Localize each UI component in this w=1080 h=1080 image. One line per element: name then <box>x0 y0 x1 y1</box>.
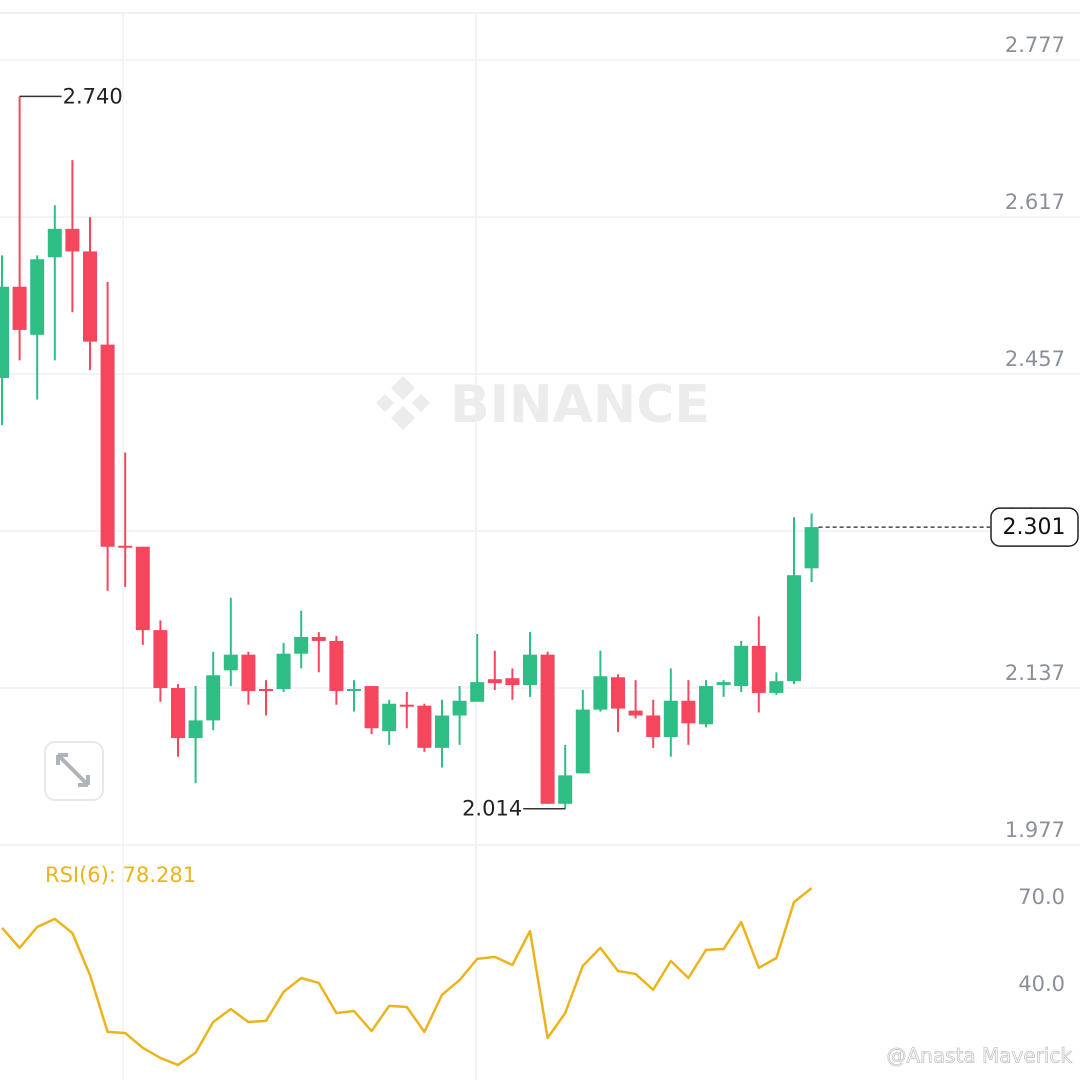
candle-body <box>364 686 379 729</box>
candle-body <box>804 527 819 569</box>
candle-body <box>259 689 273 691</box>
candle-body <box>329 640 344 691</box>
y-tick-label: 2.617 <box>1005 190 1065 214</box>
y-tick-label: 2.777 <box>1005 33 1065 57</box>
candle-body <box>47 228 62 258</box>
y-tick-label: 40.0 <box>1018 972 1065 996</box>
candle-body <box>135 546 150 631</box>
candle-body <box>83 251 97 342</box>
rsi-line <box>1 887 813 1067</box>
candle-body <box>100 344 115 547</box>
candle-body <box>593 676 608 710</box>
candle-body <box>681 700 696 724</box>
watermark: BINANCE <box>450 375 710 435</box>
candle-body <box>699 686 713 725</box>
candle-body <box>30 259 45 335</box>
candle-body <box>558 775 573 804</box>
candle-body <box>311 637 326 641</box>
candle-body <box>188 720 203 739</box>
watermark-logo <box>376 376 430 430</box>
candle-body <box>575 709 590 774</box>
y-tick-label: 1.977 <box>1005 818 1065 842</box>
expand-icon[interactable] <box>56 753 90 787</box>
candle-body <box>118 545 133 548</box>
y-tick-label: 2.137 <box>1005 661 1065 685</box>
candle-body <box>0 286 9 378</box>
candle-body <box>523 654 537 686</box>
candle-body <box>628 710 643 716</box>
candle-body <box>347 689 361 691</box>
candle-body <box>487 679 502 684</box>
candle-body <box>399 704 414 707</box>
candle-body <box>417 705 432 748</box>
candle-body <box>470 682 485 702</box>
y-tick-label: 70.0 <box>1018 885 1065 909</box>
candle-body <box>646 715 661 738</box>
candle-body <box>241 654 256 691</box>
candle-body <box>65 228 80 252</box>
candle-body <box>153 630 168 689</box>
candle-body <box>751 645 766 693</box>
candle-body <box>540 654 555 804</box>
candle-body <box>223 654 238 671</box>
candle-body <box>787 575 801 682</box>
candle-body <box>734 645 749 687</box>
candle-body <box>663 700 678 738</box>
rsi-title: RSI(6): 78.281 <box>45 863 196 887</box>
candle-body <box>611 677 625 709</box>
candle-body <box>452 700 467 716</box>
candle-body <box>294 637 309 654</box>
y-tick-label: 2.457 <box>1005 347 1065 371</box>
candle-body <box>435 715 449 748</box>
candle-body <box>716 682 731 686</box>
candle-body <box>505 678 520 686</box>
candle-body <box>171 688 185 739</box>
candle-body <box>382 703 397 732</box>
candle-body <box>769 681 784 693</box>
last-price-box <box>990 507 1079 547</box>
candle-body <box>276 653 291 689</box>
candle-body <box>206 675 221 721</box>
high-label: 2.740 <box>63 84 123 108</box>
low-label: 2.014 <box>462 797 522 821</box>
credit: @Anasta Maverick <box>887 1044 1073 1068</box>
candle-body <box>12 286 27 330</box>
last-price-label: 2.301 <box>1003 515 1066 540</box>
